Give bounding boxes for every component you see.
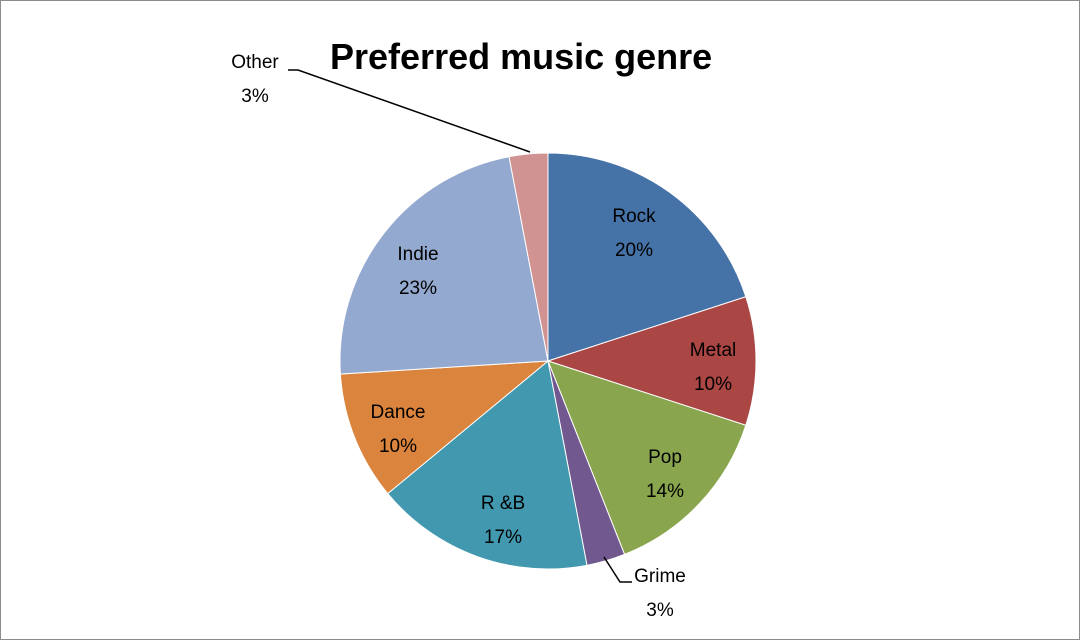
slice-value-label: 20% [615, 240, 653, 261]
slice-value-label: 3% [646, 600, 674, 621]
slice-label: Dance [371, 402, 426, 423]
slice-value-label: 3% [241, 86, 269, 107]
slice-value-label: 10% [694, 374, 732, 395]
leader-line-other [288, 70, 530, 152]
slice-value-label: 14% [646, 481, 684, 502]
slice-value-label: 17% [484, 527, 522, 548]
slice-label: Indie [397, 244, 438, 265]
slice-value-label: 10% [379, 436, 417, 457]
slice-label: Other [231, 52, 279, 73]
leader-line-grime [604, 557, 632, 582]
slice-label: Metal [690, 340, 736, 361]
slice-value-label: 23% [399, 278, 437, 299]
slice-label: Rock [612, 206, 656, 227]
slice-label: Grime [634, 566, 686, 587]
slice-label: R &B [481, 493, 525, 514]
slice-label: Pop [648, 447, 682, 468]
